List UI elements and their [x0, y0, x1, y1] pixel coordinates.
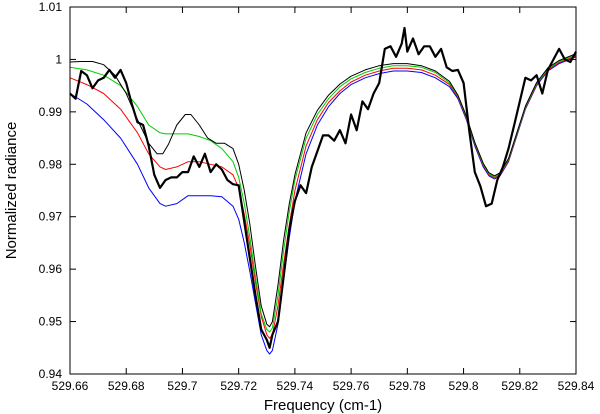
series-line-3	[69, 54, 577, 333]
y-tick-label: 0.96	[39, 262, 63, 276]
y-tick-label: 0.99	[39, 105, 63, 119]
series-layer	[69, 26, 577, 355]
series-line-2	[69, 55, 577, 339]
x-tick-label: 529.82	[501, 379, 538, 393]
series-line-4	[69, 53, 577, 328]
y-tick-label: 0.98	[39, 157, 63, 171]
x-tick-label: 529.74	[277, 379, 314, 393]
tick-layer: 529.66 529.68 529.7 529.72 529.74 529.76 529.7…	[39, 0, 595, 393]
series-line-5	[69, 26, 577, 349]
x-tick-label: 529.68	[108, 379, 145, 393]
plot-frame	[69, 6, 577, 375]
x-tick-label: 529.76	[333, 379, 370, 393]
series-line-1	[69, 56, 577, 355]
y-tick-label: 0.94	[39, 367, 63, 381]
x-tick-label: 529.66	[52, 379, 89, 393]
y-tick-label: 0.95	[39, 315, 63, 329]
x-axis-title: Frequency (cm-1)	[264, 397, 382, 414]
plot-background	[70, 7, 576, 374]
y-axis-title: Normalized radiance	[3, 122, 20, 260]
x-tick-label: 529.7	[167, 379, 197, 393]
y-tick-label: 1	[55, 52, 62, 66]
x-tick-label: 529.78	[389, 379, 426, 393]
y-tick-label: 0.97	[39, 210, 63, 224]
x-tick-label: 529.72	[220, 379, 257, 393]
x-tick-label: 529.8	[449, 379, 479, 393]
y-tick-label: 1.01	[39, 0, 63, 14]
x-tick-label: 529.84	[558, 379, 595, 393]
